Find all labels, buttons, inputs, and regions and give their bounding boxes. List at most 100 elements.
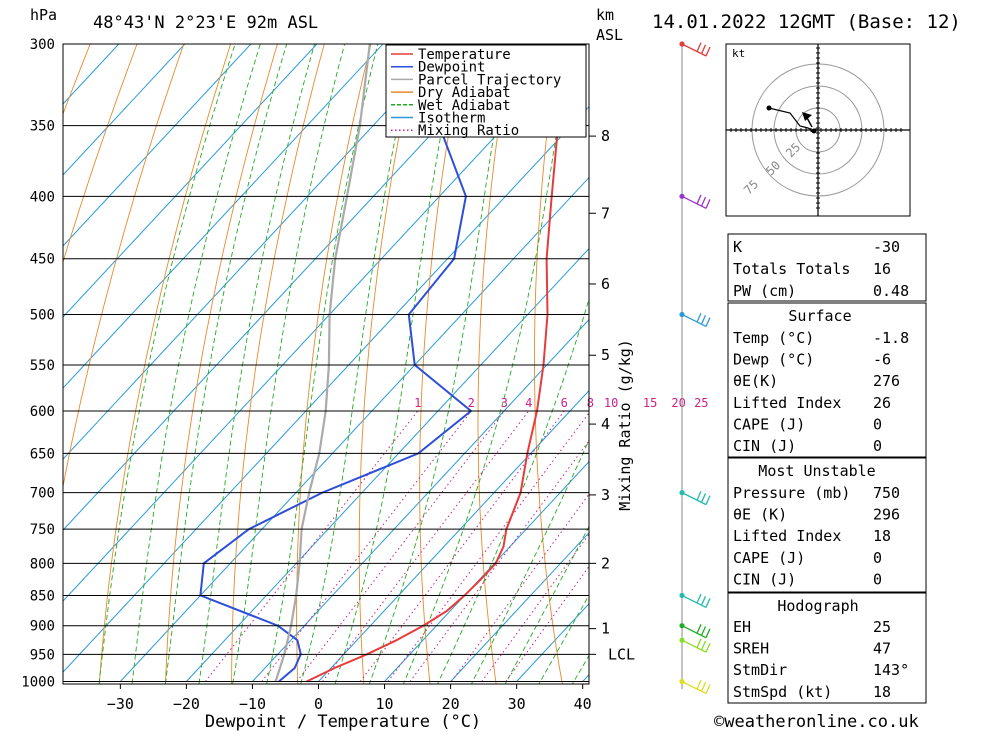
surface-dewp-c-label: Dewp (°C) <box>733 351 814 369</box>
most-unstable-cin-j-value: 0 <box>873 570 882 588</box>
hodograph-stmspd-kt-value: 18 <box>873 683 891 701</box>
height-tick-8: 8 <box>601 127 610 145</box>
height-tick-3: 3 <box>601 486 610 504</box>
wind-barb-flag <box>706 629 710 638</box>
hodograph-stmdir-label: StmDir <box>733 661 787 679</box>
wind-barb-staff <box>682 640 706 652</box>
asl-axis-unit: ASL <box>596 26 623 44</box>
height-tick-1: 1 <box>601 620 610 638</box>
copyright-footer: ©weatheronline.co.uk <box>714 712 919 732</box>
precipitable-water-label: PW (cm) <box>733 282 796 300</box>
mixing-ratio-label: 1 <box>414 396 421 410</box>
wind-barb-staff <box>682 44 706 56</box>
surface-lifted-index-value: 26 <box>873 394 891 412</box>
mixing-ratio-label: 8 <box>587 396 594 410</box>
x-tick-label: 10 <box>376 695 394 713</box>
mixing-ratio-line <box>482 411 679 681</box>
wind-barb-staff <box>682 595 706 607</box>
temperature-line <box>307 44 568 682</box>
wet-adiabat <box>162 35 289 707</box>
wind-barb-flag <box>702 596 706 605</box>
height-tick-5: 5 <box>601 346 610 364</box>
surface-cin-j-value: 0 <box>873 437 882 455</box>
dewpoint-line <box>200 44 471 682</box>
pressure-tick-300: 300 <box>30 37 55 53</box>
datetime-title: 14.01.2022 12GMT (Base: 12) <box>652 11 961 33</box>
mixing-ratio-axis-label: Mixing Ratio (g/kg) <box>616 339 634 511</box>
wind-barb-700 <box>679 490 710 505</box>
wind-barb-flag <box>702 315 706 324</box>
wind-barb-400 <box>679 194 710 209</box>
pressure-tick-650: 650 <box>30 446 55 462</box>
km-axis-unit: km <box>596 6 614 24</box>
wind-barb-flag <box>706 47 710 56</box>
hodograph-sreh-label: SREH <box>733 640 769 658</box>
mixing-ratio-label: 3 <box>501 396 508 410</box>
location-title: 48°43'N 2°23'E 92m ASL <box>93 13 318 33</box>
wind-barb-flag <box>697 195 701 204</box>
x-axis-label: Dewpoint / Temperature (°C) <box>205 712 481 732</box>
wet-adiabat <box>261 35 380 707</box>
surface-temp-c-value: -1.8 <box>873 329 909 347</box>
mixing-ratio-label: 6 <box>561 396 568 410</box>
wind-barb-flag <box>706 643 710 652</box>
parcel-trajectory-line <box>276 44 370 682</box>
wind-barb-flag <box>697 624 701 633</box>
pressure-tick-750: 750 <box>30 522 55 538</box>
wet-adiabat <box>96 35 238 707</box>
wind-barb-850 <box>679 593 710 608</box>
x-tick-label: 0 <box>314 695 323 713</box>
pressure-tick-800: 800 <box>30 556 55 572</box>
wind-barb-flag <box>697 594 701 603</box>
wind-barb-flag <box>702 641 706 650</box>
wind-barb-925 <box>679 638 710 653</box>
height-tick-6: 6 <box>601 275 610 293</box>
wind-barb-flag <box>702 682 706 691</box>
isotherm-line <box>0 44 119 682</box>
isotherm-line <box>0 44 185 682</box>
x-tick-label: −20 <box>173 695 200 713</box>
pressure-tick-700: 700 <box>30 486 55 502</box>
surface-title: Surface <box>788 307 851 325</box>
pressure-tick-500: 500 <box>30 307 55 323</box>
hodograph-table-title: Hodograph <box>777 597 858 615</box>
wind-barb-flag <box>702 627 706 636</box>
wind-barb-300 <box>679 41 710 56</box>
wind-barb-flag <box>706 598 710 607</box>
mixing-ratio-label: 4 <box>525 396 532 410</box>
k-index-value: -30 <box>873 238 900 256</box>
pressure-tick-550: 550 <box>30 358 55 374</box>
wind-barb-flag <box>697 491 701 500</box>
wet-adiabat <box>129 35 263 707</box>
most-unstable-e-k-value: 296 <box>873 506 900 524</box>
wind-barb-staff <box>682 493 706 505</box>
mixing-ratio-line <box>360 411 564 681</box>
height-tick-LCL: LCL <box>608 645 635 663</box>
totals-totals-value: 16 <box>873 260 891 278</box>
surface-e-k-value: 276 <box>873 372 900 390</box>
hodograph-end-point <box>812 129 817 134</box>
pressure-tick-400: 400 <box>30 189 55 205</box>
pressure-tick-950: 950 <box>30 647 55 663</box>
wind-barb-staff <box>682 682 706 694</box>
hodograph-start-point <box>767 106 772 111</box>
hodograph-stmspd-kt-label: StmSpd (kt) <box>733 683 832 701</box>
wind-barb-staff <box>682 626 706 638</box>
k-index-label: K <box>733 238 742 256</box>
surface-cape-j-label: CAPE (J) <box>733 415 805 433</box>
pressure-tick-600: 600 <box>30 404 55 420</box>
hodograph-sreh-value: 47 <box>873 640 891 658</box>
most-unstable-lifted-index-value: 18 <box>873 527 891 545</box>
wind-barb-staff <box>682 314 706 326</box>
wind-barb-flag <box>702 45 706 54</box>
most-unstable-title: Most Unstable <box>758 462 875 480</box>
wind-barb-flag <box>706 496 710 505</box>
wind-barb-flag <box>697 680 701 689</box>
hodograph-unit: kt <box>732 47 745 60</box>
